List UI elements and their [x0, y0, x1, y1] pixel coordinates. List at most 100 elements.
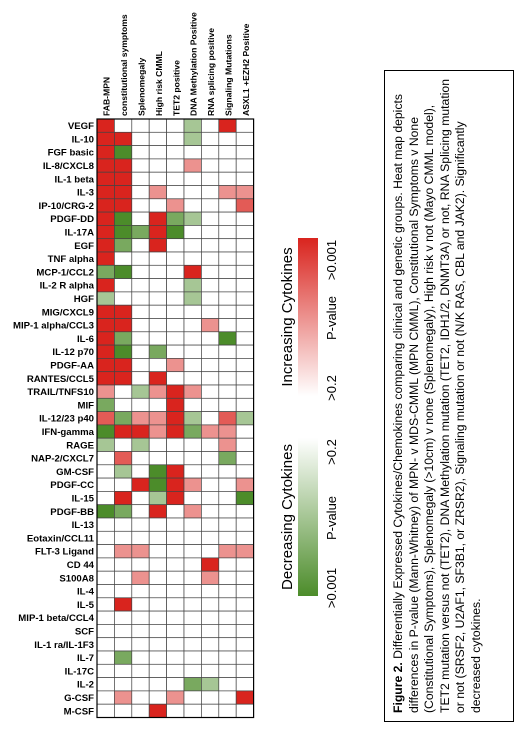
- heatmap-cell: [183, 225, 202, 240]
- row-label: IL-1 beta: [55, 174, 95, 185]
- heatmap-cell: [96, 491, 115, 506]
- heatmap-cell: [148, 437, 167, 452]
- heatmap-cell: [235, 358, 254, 373]
- row-label: G-CSF: [64, 693, 94, 704]
- heatmap-cell: [235, 597, 254, 612]
- heatmap-cell: [235, 238, 254, 253]
- heatmap-cell: [201, 171, 220, 186]
- heatmap-cell: [183, 304, 202, 319]
- heatmap-cell: [201, 198, 220, 213]
- heatmap-cell: [148, 384, 167, 399]
- heatmap-cell: [218, 477, 237, 492]
- heatmap-cell: [166, 650, 185, 665]
- heatmap-cell: [235, 211, 254, 226]
- heatmap-cell: [166, 158, 185, 173]
- heatmap-cell: [218, 145, 237, 160]
- heatmap-cell: [166, 690, 185, 705]
- heatmap-cell: [201, 358, 220, 373]
- heatmap-cell: [96, 650, 115, 665]
- heatmap-cell: [201, 158, 220, 173]
- heatmap-cell: [201, 211, 220, 226]
- heatmap-cell: [114, 238, 133, 253]
- row-label: VEGF: [68, 121, 94, 132]
- heatmap-cell: [183, 570, 202, 585]
- heatmap-cell: [201, 477, 220, 492]
- heatmap-cell: [96, 530, 115, 545]
- heatmap-cell: [183, 637, 202, 652]
- heatmap-cell: [183, 690, 202, 705]
- row-label: M-CSF: [64, 706, 95, 717]
- heatmap-cell: [96, 158, 115, 173]
- heatmap-cell: [131, 451, 150, 466]
- heatmap-cell: [96, 384, 115, 399]
- heatmap-cell: [218, 251, 237, 266]
- heatmap-cell: [148, 624, 167, 639]
- heatmap-cell: [235, 318, 254, 333]
- heatmap-cell: [166, 570, 185, 585]
- heatmap-cell: [218, 198, 237, 213]
- heatmap-cell: [148, 371, 167, 386]
- heatmap-cell: [201, 530, 220, 545]
- heatmap-cell: [96, 411, 115, 426]
- heatmap-cell: [96, 358, 115, 373]
- row-label: PDGF-DD: [50, 214, 94, 225]
- heatmap-cell: [235, 570, 254, 585]
- heatmap-cell: [183, 291, 202, 306]
- column-label: TET2 positive: [171, 60, 181, 116]
- row-label: IFN-gamma: [42, 427, 95, 438]
- heatmap-cell: [131, 424, 150, 439]
- heatmap-cell: [235, 251, 254, 266]
- decrease-high-label: >0.2: [324, 439, 339, 465]
- heatmap-cell: [166, 504, 185, 519]
- heatmap-cell: [201, 703, 220, 718]
- heatmap-cell: [201, 304, 220, 319]
- heatmap-cell: [235, 384, 254, 399]
- heatmap-cell: [166, 557, 185, 572]
- heatmap-cell: [166, 344, 185, 359]
- heatmap-cell: [96, 371, 115, 386]
- heatmap-cell: [218, 238, 237, 253]
- row-label: RANTES/CCL5: [27, 374, 95, 385]
- heatmap-cell: [114, 158, 133, 173]
- heatmap-cell: [96, 584, 115, 599]
- heatmap-cell: [114, 637, 133, 652]
- heatmap-cell: [166, 331, 185, 346]
- heatmap-cell: [235, 610, 254, 625]
- decrease-title: Decreasing Cytokines: [279, 444, 296, 590]
- heatmap-cell: [218, 331, 237, 346]
- heatmap-cell: [114, 358, 133, 373]
- legend: Increasing Cytokines >0.2 P-value >0.001 Dec…: [262, 230, 362, 610]
- heatmap-cell: [148, 264, 167, 279]
- heatmap-cell: [114, 624, 133, 639]
- heatmap-cell: [183, 544, 202, 559]
- heatmap-cell: [96, 424, 115, 439]
- heatmap-cell: [114, 304, 133, 319]
- heatmap-cell: [183, 451, 202, 466]
- heatmap-cell: [218, 278, 237, 293]
- heatmap-cell: [96, 677, 115, 692]
- row-label: IL-3: [77, 188, 94, 199]
- column-label: Splenomegaly: [137, 58, 147, 116]
- heatmap-cell: [148, 570, 167, 585]
- heatmap-cell: [96, 517, 115, 532]
- heatmap-cell: [201, 624, 220, 639]
- heatmap-cell: [148, 318, 167, 333]
- heatmap-cell: [131, 384, 150, 399]
- heatmap-cell: [148, 610, 167, 625]
- heatmap-cell: [235, 185, 254, 200]
- heatmap-cell: [131, 397, 150, 412]
- heatmap-cell: [148, 131, 167, 146]
- heatmap-cell: [218, 437, 237, 452]
- heatmap-cell: [183, 131, 202, 146]
- heatmap-cell: [166, 171, 185, 186]
- heatmap-cell: [96, 557, 115, 572]
- heatmap-cell: [148, 304, 167, 319]
- row-label: S100A8: [59, 573, 94, 584]
- heatmap-cell: [218, 610, 237, 625]
- heatmap-cell: [96, 251, 115, 266]
- heatmap-cell: [218, 185, 237, 200]
- heatmap-cell: [201, 544, 220, 559]
- heatmap-cell: [148, 504, 167, 519]
- row-label: IL-5: [77, 600, 95, 611]
- heatmap-cell: [148, 211, 167, 226]
